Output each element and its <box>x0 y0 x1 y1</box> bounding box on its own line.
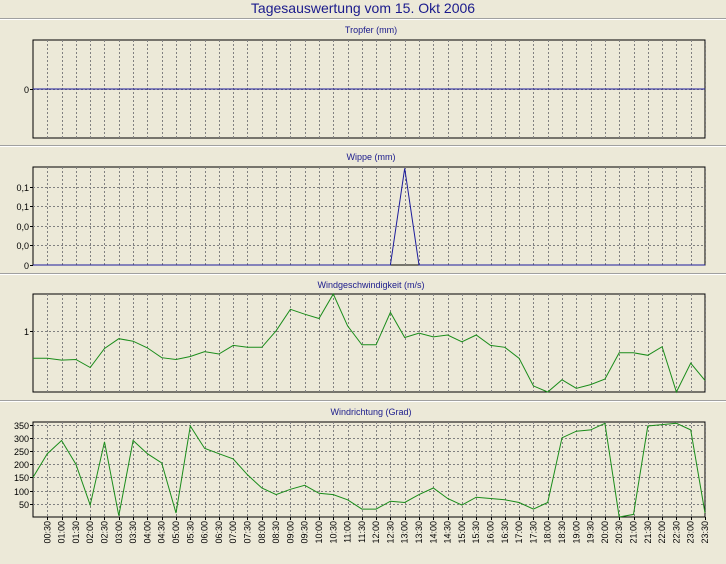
panel-separator <box>0 18 726 20</box>
wippe-y-tick-label: 0,0 <box>16 241 29 251</box>
windgeschwindigkeit-y-tick-label: 1 <box>24 327 29 337</box>
tropfer-chart-title: Tropfer (mm) <box>345 25 397 35</box>
x-tick-label: 23:30 <box>700 521 710 544</box>
panel-separator <box>0 273 726 275</box>
wippe-chart-title: Wippe (mm) <box>347 152 396 162</box>
x-tick-label: 05:30 <box>185 521 195 544</box>
windrichtung-y-tick-label: 350 <box>14 421 29 431</box>
x-tick-label: 07:30 <box>243 521 253 544</box>
x-tick-label: 22:00 <box>657 521 667 544</box>
x-tick-label: 20:00 <box>600 521 610 544</box>
x-tick-label: 07:00 <box>228 521 238 544</box>
windrichtung-y-tick-label: 50 <box>19 500 29 510</box>
panel-separator <box>0 400 726 402</box>
panel-separator <box>0 145 726 147</box>
windrichtung-y-tick-label: 200 <box>14 460 29 470</box>
x-tick-label: 21:00 <box>629 521 639 544</box>
wippe-y-tick-label: 0,0 <box>16 222 29 232</box>
windrichtung-series-line <box>32 422 706 518</box>
tropfer-y-tick-label: 0 <box>24 85 29 95</box>
x-tick-label: 05:00 <box>171 521 181 544</box>
windrichtung-y-tick-label: 250 <box>14 447 29 457</box>
x-tick-label: 23:00 <box>686 521 696 544</box>
x-tick-label: 14:30 <box>443 521 453 544</box>
x-tick-label: 11:00 <box>343 521 353 543</box>
windrichtung-y-tick-label: 150 <box>14 473 29 483</box>
windgeschwindigkeit-chart-title: Windgeschwindigkeit (m/s) <box>317 280 424 290</box>
windrichtung-plot-area <box>32 421 706 518</box>
x-tick-label: 00:30 <box>42 521 52 544</box>
x-tick-label: 08:00 <box>257 521 267 544</box>
x-tick-label: 14:00 <box>428 521 438 544</box>
x-tick-label: 12:30 <box>385 521 395 544</box>
windrichtung-y-tick-label: 300 <box>14 434 29 444</box>
x-tick-label: 13:30 <box>414 521 424 544</box>
x-tick-label: 22:30 <box>671 521 681 544</box>
x-tick-label: 19:00 <box>571 521 581 544</box>
x-tick-label: 15:00 <box>457 521 467 544</box>
x-tick-label: 19:30 <box>586 521 596 544</box>
x-tick-label: 21:30 <box>643 521 653 544</box>
wippe-plot-area <box>32 166 706 266</box>
x-tick-label: 13:00 <box>400 521 410 544</box>
x-tick-label: 16:00 <box>486 521 496 544</box>
page-title: Tagesauswertung vom 15. Okt 2006 <box>250 0 476 16</box>
wippe-y-tick-label: 0,1 <box>16 202 29 212</box>
windgeschwindigkeit-series-line <box>33 292 706 394</box>
x-tick-label: 10:00 <box>314 521 324 544</box>
x-tick-label: 01:30 <box>71 521 81 544</box>
x-tick-label: 17:00 <box>514 521 524 544</box>
x-tick-label: 16:30 <box>500 521 510 544</box>
x-tick-label: 02:30 <box>100 521 110 544</box>
x-tick-label: 01:00 <box>57 521 67 544</box>
x-tick-label: 08:30 <box>271 521 281 544</box>
x-tick-label: 03:30 <box>128 521 138 544</box>
x-tick-label: 11:30 <box>357 521 367 543</box>
x-tick-label: 02:00 <box>85 521 95 544</box>
x-tick-label: 12:00 <box>371 521 381 544</box>
x-tick-label: 17:30 <box>528 521 538 544</box>
x-tick-label: 06:30 <box>214 521 224 544</box>
wippe-y-tick-label: 0 <box>24 261 29 271</box>
x-tick-label: 10:30 <box>328 521 338 544</box>
windrichtung-y-tick-label: 100 <box>14 487 29 497</box>
wippe-y-tick-label: 0,1 <box>16 183 29 193</box>
x-tick-label: 04:30 <box>157 521 167 544</box>
x-tick-label: 03:00 <box>114 521 124 544</box>
x-tick-label: 18:00 <box>543 521 553 544</box>
x-tick-label: 04:00 <box>142 521 152 544</box>
wippe-series-line <box>33 168 705 266</box>
x-tick-label: 20:30 <box>614 521 624 544</box>
x-tick-label: 15:30 <box>471 521 481 544</box>
x-tick-label: 09:30 <box>300 521 310 544</box>
x-tick-label: 09:00 <box>285 521 295 544</box>
windrichtung-chart-title: Windrichtung (Grad) <box>330 407 411 417</box>
x-tick-label: 18:30 <box>557 521 567 544</box>
x-tick-label: 06:00 <box>200 521 210 544</box>
